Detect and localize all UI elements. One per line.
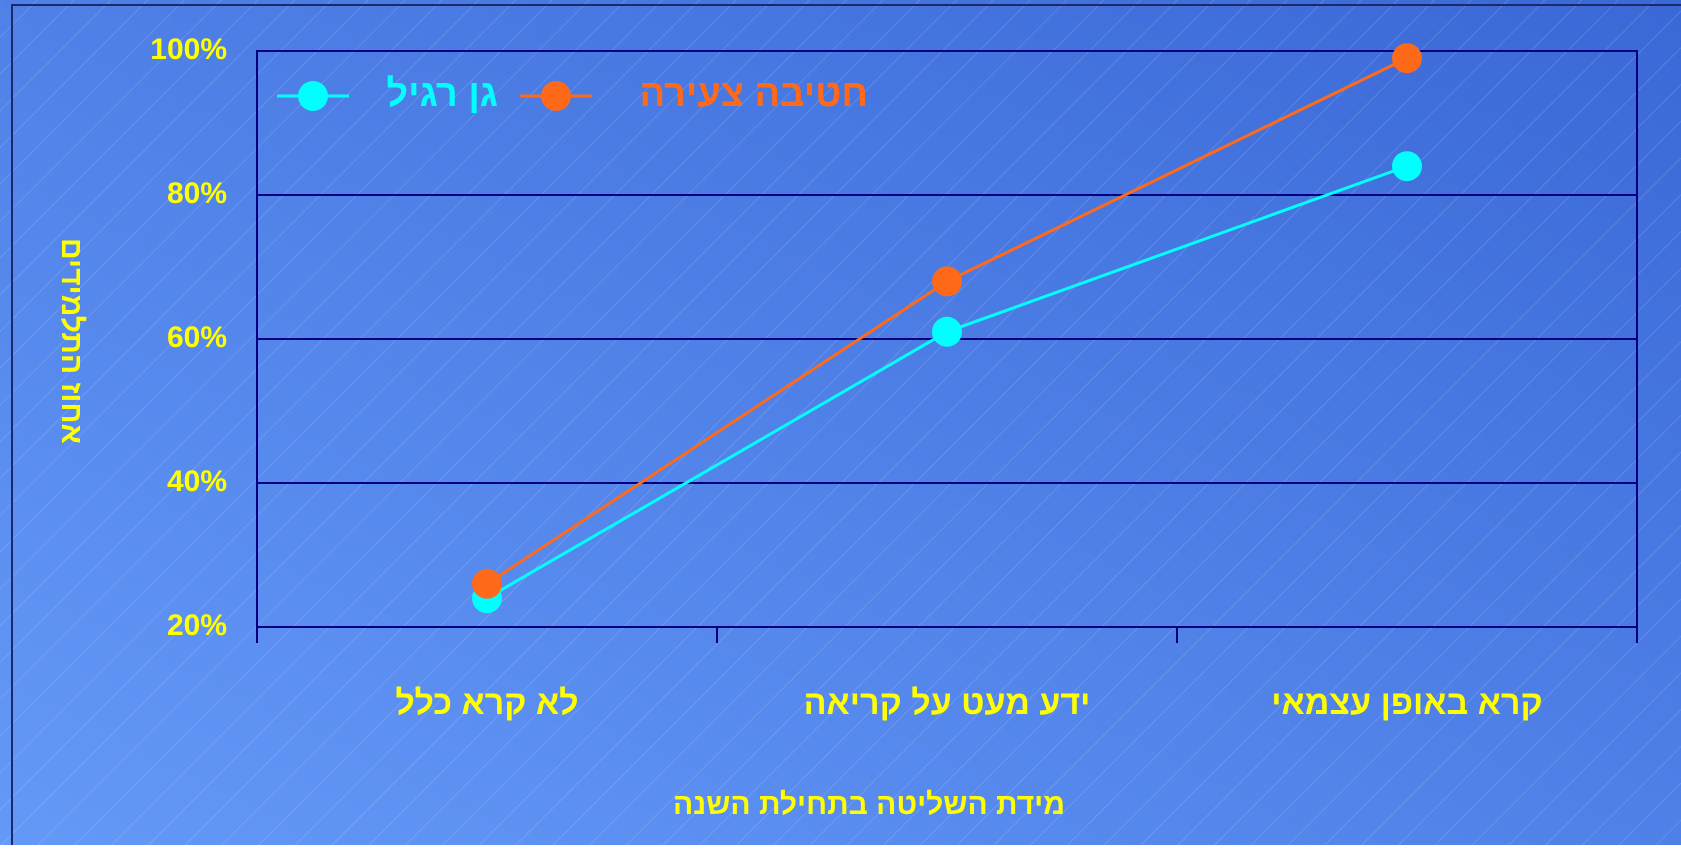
x-tick-label: קרא באופן עצמאי (1271, 684, 1542, 722)
y-tick-label: 100% (150, 33, 227, 66)
y-axis-title: אחוז התלמידים (55, 238, 88, 444)
point (472, 568, 502, 599)
point (932, 266, 962, 297)
legend-label: חטיבה צעירה (639, 73, 868, 115)
legend-marker (541, 81, 571, 111)
legend-label: גן רגיל (386, 73, 498, 115)
y-tick-label: 80% (167, 177, 227, 210)
y-tick-label: 40% (167, 465, 227, 498)
point (1392, 151, 1422, 182)
legend-marker (298, 81, 328, 111)
x-tick-label: ידע מעט על קריאה (804, 684, 1091, 722)
frame (11, 4, 1681, 850)
point (1392, 43, 1422, 74)
point (932, 316, 962, 347)
y-tick-label: 20% (167, 609, 227, 642)
x-axis-title: מידת השליטה בתחילת השנה (673, 788, 1065, 821)
x-tick-label: לא קרא כלל (395, 684, 578, 722)
y-tick-label: 60% (167, 321, 227, 354)
